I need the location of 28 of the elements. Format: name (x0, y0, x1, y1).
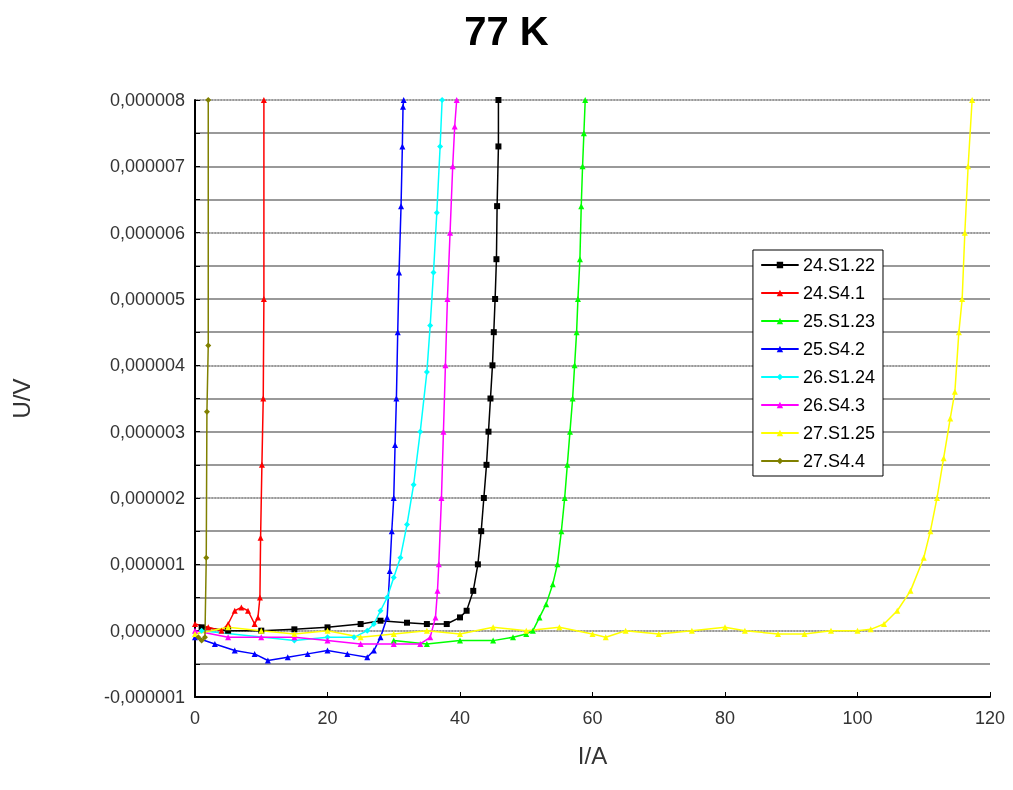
x-axis-title: I/A (577, 741, 608, 769)
legend-label: 24.S1.22 (802, 255, 875, 275)
legend-label: 27.S4.4 (802, 451, 865, 471)
legend-label: 24.S4.1 (802, 283, 865, 303)
y-tick-label: -0,000001 (103, 687, 185, 707)
x-tick-label: 20 (317, 708, 338, 728)
legend-label: 26.S1.24 (802, 367, 875, 387)
x-tick-label: 60 (582, 708, 603, 728)
y-tick-label: 0,000003 (109, 421, 185, 442)
y-tick-label: 0,000001 (109, 554, 185, 575)
y-tick-label: 0,000007 (109, 156, 185, 177)
y-tick-label: 0,000000 (109, 620, 185, 641)
x-tick-label: 120 (974, 708, 1006, 728)
x-tick-label: 80 (714, 708, 736, 728)
y-tick-label: 0,000004 (109, 355, 185, 376)
y-tick-label: 0,000008 (109, 90, 185, 110)
y-tick-label: 0,000006 (109, 222, 185, 243)
legend-label: 25.S4.2 (802, 339, 865, 359)
x-tick-label: 40 (449, 708, 471, 728)
legend-label: 25.S1.23 (802, 311, 875, 331)
legend-label: 27.S1.25 (802, 423, 875, 443)
y-tick-label: 0,000002 (109, 488, 185, 508)
legend-label: 26.S4.3 (802, 395, 865, 415)
x-tick-label: 0 (189, 708, 201, 728)
chart-title: 77 K (464, 9, 549, 53)
y-axis-title: U/V (7, 378, 35, 419)
y-tick-label: 0,000005 (109, 289, 185, 309)
x-tick-label: 100 (842, 708, 873, 728)
